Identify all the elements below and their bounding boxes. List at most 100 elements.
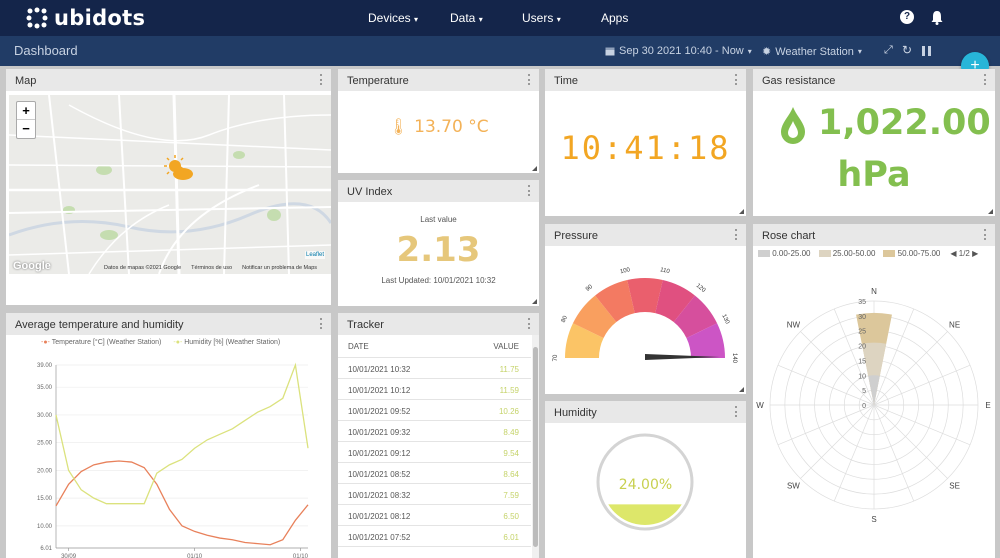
help-icon[interactable]: ?: [900, 10, 914, 24]
nav-data[interactable]: Data ▾: [450, 11, 483, 25]
rose-spoke: [777, 364, 875, 406]
legend-item[interactable]: 50.00-75.00: [883, 249, 940, 258]
table-row[interactable]: 10/01/2021 08:32 7.59: [338, 484, 531, 505]
rose-legend: 0.00-25.00 25.00-50.00 50.00-75.00 ◀ 1/2…: [758, 249, 978, 258]
more-options-icon[interactable]: [984, 74, 987, 85]
refresh-icon[interactable]: ↻: [902, 43, 913, 57]
map-canvas[interactable]: + − Google Datos de mapas ©2021 Google T…: [9, 95, 331, 274]
gauge-bands: [565, 278, 725, 358]
more-options-icon[interactable]: [735, 229, 738, 240]
pager-label: 1/2: [958, 249, 970, 258]
y-tick-label: 39.00: [37, 363, 53, 369]
legend-item[interactable]: 0.00-25.00: [758, 249, 811, 258]
rose-chart-widget: Rose chart 0.00-25.00 25.00-50.00 50.00-…: [753, 224, 995, 558]
widget-title: Time: [554, 75, 579, 87]
tracker-table: DATE VALUE 10/01/2021 10:32 11.75 10/01/20…: [338, 335, 531, 547]
nav-devices-label: Devices: [368, 11, 411, 25]
scrollbar[interactable]: [532, 335, 539, 558]
legend-item-humidity[interactable]: -●- Humidity [%] (Weather Station): [173, 339, 281, 346]
legend-label: 0.00-25.00: [772, 249, 811, 258]
gauge-band: [627, 278, 663, 314]
row-value: 11.59: [499, 386, 519, 395]
nav-apps[interactable]: Apps: [601, 11, 628, 25]
table-row[interactable]: 10/01/2021 10:12 11.59: [338, 379, 531, 400]
clock-value: 10:41:18: [560, 129, 731, 167]
legend-item[interactable]: 25.00-50.00: [818, 249, 875, 258]
humidity-widget-header: Humidity: [545, 401, 746, 423]
row-date: 10/01/2021 08:12: [348, 512, 411, 521]
table-row[interactable]: 10/01/2021 07:52 6.01: [338, 526, 531, 547]
leaflet-link[interactable]: Leaflet: [305, 251, 326, 259]
line-chart-legend: -●- Temperature [°C] (Weather Station) -…: [41, 339, 280, 346]
scrollbar-thumb[interactable]: [533, 347, 538, 547]
temperature-series-line[interactable]: [55, 460, 309, 546]
row-date: 10/01/2021 07:52: [348, 533, 411, 542]
legend-label: 50.00-75.00: [897, 249, 941, 258]
rose-direction-label: S: [871, 515, 876, 524]
resize-handle[interactable]: [532, 299, 537, 304]
humidity-series-line[interactable]: [55, 362, 309, 505]
row-date: 10/01/2021 08:32: [348, 491, 411, 500]
more-options-icon[interactable]: [735, 406, 738, 417]
bell-icon[interactable]: [930, 10, 944, 25]
rose-spoke: [873, 404, 971, 446]
nav-users[interactable]: Users ▾: [522, 11, 561, 25]
table-row[interactable]: 10/01/2021 10:32 11.75: [338, 358, 531, 379]
more-options-icon[interactable]: [735, 74, 738, 85]
y-tick-label: 35.00: [37, 385, 53, 391]
row-value: 11.75: [499, 365, 519, 374]
weather-sun-cloud-icon[interactable]: [161, 155, 195, 183]
row-value: 8.49: [503, 428, 519, 437]
more-options-icon[interactable]: [528, 185, 531, 196]
dashboard-title: Dashboard: [14, 43, 78, 58]
table-row[interactable]: 10/01/2021 09:32 8.49: [338, 421, 531, 442]
zoom-in-button[interactable]: +: [17, 102, 35, 120]
attribution-data: Datos de mapas ©2021 Google: [104, 265, 182, 271]
thermometer-icon: 🌡: [388, 117, 409, 136]
more-options-icon[interactable]: [320, 318, 323, 329]
x-tick-label: 01/10: [187, 554, 203, 558]
attribution-report-link[interactable]: Notificar un problema de Maps: [242, 265, 318, 271]
ubidots-logo[interactable]: ubidots: [26, 6, 145, 30]
pause-icon[interactable]: [922, 46, 931, 56]
legend-item-temperature[interactable]: -●- Temperature [°C] (Weather Station): [41, 339, 162, 346]
row-date: 10/01/2021 08:52: [348, 470, 411, 479]
gas-unit: hPa: [837, 155, 911, 195]
gauge-ticks: 70 80 90 100 110 120 130 140: [553, 267, 737, 364]
nav-devices[interactable]: Devices ▾: [368, 11, 418, 25]
nav-apps-label: Apps: [601, 11, 629, 25]
row-value: 6.50: [503, 512, 519, 521]
date-range-picker[interactable]: Sep 30 2021 10:40 - Now ▾: [605, 45, 752, 57]
table-row[interactable]: 10/01/2021 08:12 6.50: [338, 505, 531, 526]
zoom-out-button[interactable]: −: [22, 121, 30, 136]
y-tick-label: 30.00: [37, 413, 53, 419]
resize-handle[interactable]: [988, 209, 993, 214]
column-header-date: DATE: [348, 342, 369, 351]
rose-sector[interactable]: [868, 375, 880, 405]
table-row[interactable]: 10/01/2021 08:52 8.64: [338, 463, 531, 484]
expand-icon[interactable]: ⤢: [884, 44, 893, 56]
row-date: 10/01/2021 10:32: [348, 365, 411, 374]
more-options-icon[interactable]: [528, 74, 531, 85]
attribution-terms-link[interactable]: Términos de uso: [191, 265, 233, 271]
rose-ring-label: 0: [862, 403, 866, 410]
resize-handle[interactable]: [739, 209, 744, 214]
resize-handle[interactable]: [532, 166, 537, 171]
widget-title: Average temperature and humidity: [15, 319, 184, 331]
more-options-icon[interactable]: [984, 229, 987, 240]
legend-pager[interactable]: ◀ 1/2 ▶: [950, 249, 979, 258]
rose-sector[interactable]: [861, 342, 887, 405]
uv-caption: Last value: [420, 215, 457, 224]
rose-spoke: [800, 404, 875, 479]
device-selector[interactable]: ✹ Weather Station ▾: [762, 45, 862, 59]
more-options-icon[interactable]: [528, 318, 531, 329]
line-chart: 39.00 35.00 30.00 25.00 20.00 15.00 10.00 6.01 3…: [37, 362, 309, 558]
x-tick-label: 30/09: [61, 554, 77, 558]
resize-handle[interactable]: [739, 387, 744, 392]
table-row[interactable]: 10/01/2021 09:52 10.26: [338, 400, 531, 421]
rose-spoke: [873, 331, 948, 406]
table-row[interactable]: 10/01/2021 09:12 9.54: [338, 442, 531, 463]
more-options-icon[interactable]: [320, 74, 323, 85]
temperature-widget: Temperature 🌡 13.70 °C: [338, 69, 539, 173]
row-value: 8.64: [503, 470, 519, 479]
